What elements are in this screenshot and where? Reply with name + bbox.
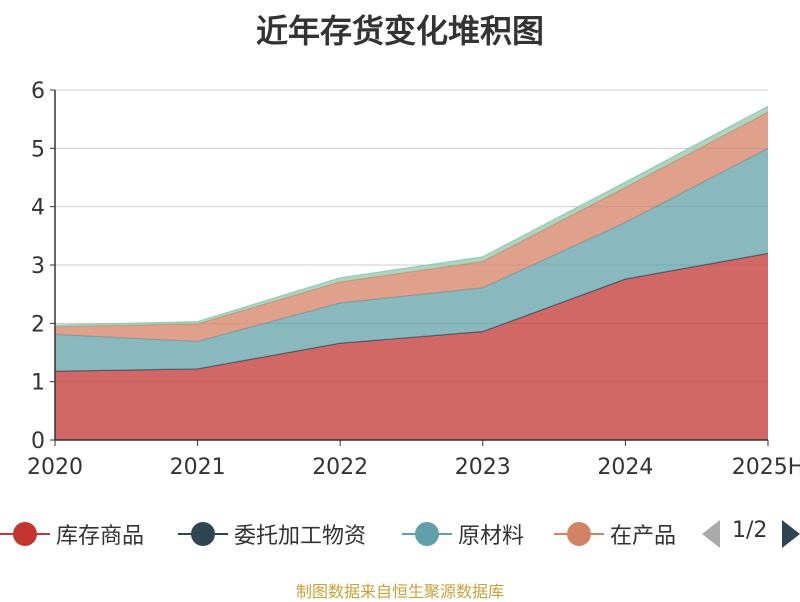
legend-pager: 1/2 — [702, 514, 800, 554]
area-line-series-3 — [54, 147, 769, 343]
source-note: 制图数据来自恒生聚源数据库 — [295, 582, 504, 601]
chart-title: 近年存货变化堆积图 — [255, 12, 544, 50]
legend-label: 原材料 — [458, 524, 525, 549]
area-line-series-5 — [54, 105, 769, 326]
y-tick-label: 5 — [31, 137, 45, 162]
legend-item-1[interactable]: 库存商品 — [0, 514, 144, 554]
y-tick-label: 2 — [31, 312, 45, 337]
stacked-areas — [54, 105, 769, 440]
y-tick-label: 3 — [31, 254, 45, 279]
legend: 库存商品 委托加工物资 原材料 在产品 1/2 — [0, 514, 800, 554]
legend-prev-page-button[interactable] — [702, 520, 720, 548]
legend-items: 库存商品 委托加工物资 原材料 在产品 — [0, 514, 686, 554]
x-tick-label: 2024 — [597, 455, 653, 480]
legend-swatch — [554, 519, 604, 549]
legend-swatch — [0, 519, 50, 549]
x-tick-label: 2020 — [27, 455, 83, 480]
y-tick-label: 1 — [31, 371, 45, 396]
y-tick-label: 0 — [31, 429, 45, 454]
legend-label: 库存商品 — [56, 524, 145, 549]
area-series-1 — [55, 253, 768, 440]
legend-swatch — [402, 519, 452, 549]
x-tick-label: 2022 — [312, 455, 368, 480]
x-tick-label: 2023 — [455, 455, 511, 480]
legend-item-4[interactable]: 在产品 — [554, 514, 676, 554]
y-tick-label: 6 — [31, 79, 45, 104]
legend-label: 在产品 — [610, 524, 677, 549]
legend-swatch — [178, 519, 228, 549]
y-tick-label: 4 — [31, 196, 45, 221]
legend-page-indicator: 1/2 — [732, 518, 768, 543]
legend-item-3[interactable]: 原材料 — [402, 514, 524, 554]
axes: 0 1 2 3 4 5 6 2020 2021 2022 2023 2024 2025H — [27, 79, 800, 480]
area-series-3 — [55, 148, 768, 372]
area-line-series-4 — [54, 111, 769, 328]
legend-label: 委托加工物资 — [234, 524, 367, 549]
x-tick-label: 2021 — [170, 455, 226, 480]
legend-next-page-button[interactable] — [782, 520, 800, 548]
x-tick-label: 2025H — [732, 455, 800, 480]
legend-item-2[interactable]: 委托加工物资 — [178, 514, 366, 554]
